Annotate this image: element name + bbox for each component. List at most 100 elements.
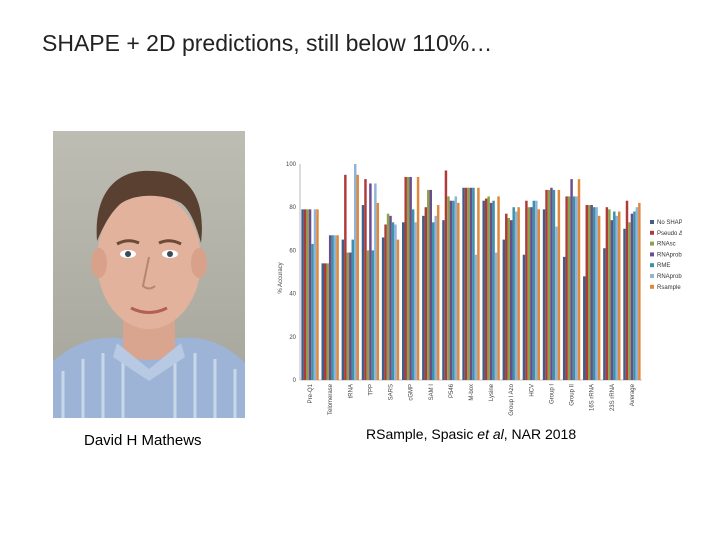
bar bbox=[424, 207, 428, 380]
bar bbox=[615, 215, 619, 380]
bar bbox=[472, 187, 475, 380]
x-tick-label: SARS bbox=[389, 384, 395, 400]
bar bbox=[577, 179, 581, 380]
bar bbox=[565, 196, 568, 380]
legend-label: Rsample bbox=[657, 285, 681, 291]
bar bbox=[449, 200, 453, 380]
bar bbox=[336, 235, 339, 380]
photo-caption: David H Mathews bbox=[84, 432, 202, 449]
y-tick-label: 0 bbox=[293, 378, 297, 384]
bar bbox=[391, 222, 395, 380]
bar bbox=[489, 202, 493, 380]
x-tick-label: Group II bbox=[570, 384, 576, 406]
bar bbox=[351, 239, 355, 380]
x-tick-label: tRNA bbox=[348, 384, 354, 398]
bar bbox=[509, 220, 513, 380]
x-tick-label: Average bbox=[630, 383, 636, 406]
bar bbox=[303, 209, 307, 380]
bar bbox=[557, 189, 561, 380]
y-tick-label: 20 bbox=[289, 335, 296, 341]
bar bbox=[618, 211, 621, 380]
bar bbox=[502, 239, 506, 380]
bar bbox=[414, 222, 417, 380]
bar bbox=[638, 202, 641, 380]
legend-label: RNAsc bbox=[657, 242, 676, 248]
bar bbox=[482, 200, 485, 380]
bar bbox=[623, 228, 626, 380]
bar bbox=[625, 200, 629, 380]
bar bbox=[608, 209, 611, 380]
y-tick-label: 60 bbox=[289, 248, 296, 254]
bar bbox=[462, 187, 465, 380]
bar bbox=[384, 224, 387, 380]
bar bbox=[422, 215, 425, 380]
bar bbox=[530, 207, 533, 380]
bar bbox=[532, 200, 536, 380]
x-tick-label: HCV bbox=[529, 384, 535, 397]
portrait-photo bbox=[53, 131, 245, 418]
bar bbox=[429, 189, 433, 380]
slide-title: SHAPE + 2D predictions, still below 110%… bbox=[42, 30, 493, 56]
bar bbox=[555, 226, 558, 380]
accuracy-bar-chart: 0 20 40 60 80 100 Pre-Q1 Telomerase tRNA TPP SARS c… bbox=[278, 162, 682, 416]
bar bbox=[635, 207, 639, 380]
bar bbox=[452, 200, 455, 380]
bar bbox=[316, 209, 319, 380]
bar bbox=[301, 209, 304, 380]
bar bbox=[386, 213, 390, 380]
bar bbox=[321, 263, 324, 380]
citation-suffix: , NAR 2018 bbox=[503, 426, 577, 442]
bar bbox=[550, 187, 553, 380]
x-tick-label: Group I bbox=[549, 384, 555, 404]
bar bbox=[406, 176, 410, 380]
bar bbox=[552, 189, 556, 380]
bar bbox=[492, 200, 495, 380]
x-tick-label: 16S rRNA bbox=[590, 384, 596, 411]
bar bbox=[610, 220, 614, 380]
bar bbox=[547, 189, 551, 380]
y-tick-label: 80 bbox=[289, 205, 296, 211]
bar bbox=[326, 263, 329, 380]
bar bbox=[494, 252, 498, 380]
bar bbox=[444, 170, 448, 380]
bar bbox=[396, 239, 400, 380]
x-tick-label: M-box bbox=[469, 384, 475, 401]
x-tick-label: P546 bbox=[449, 383, 455, 398]
bar bbox=[369, 183, 372, 380]
bar bbox=[527, 207, 531, 380]
x-tick-label: 23S rRNA bbox=[610, 384, 616, 411]
bar bbox=[525, 200, 528, 380]
bar bbox=[328, 235, 332, 380]
bar bbox=[628, 222, 631, 380]
bar bbox=[313, 209, 317, 380]
bar bbox=[381, 237, 385, 380]
bar bbox=[447, 196, 450, 380]
bar bbox=[592, 207, 596, 380]
bar bbox=[361, 205, 365, 380]
bar bbox=[404, 176, 407, 380]
bar bbox=[542, 209, 546, 380]
bar bbox=[630, 213, 634, 380]
legend-label: RNAprobing bbox=[657, 252, 682, 258]
bar bbox=[522, 254, 526, 380]
bar bbox=[567, 196, 571, 380]
bar bbox=[401, 222, 405, 380]
y-axis-label: % Accuracy bbox=[278, 262, 284, 293]
bar bbox=[514, 211, 518, 380]
x-tick-label: cGMP bbox=[409, 384, 415, 401]
bar bbox=[545, 189, 548, 380]
bar bbox=[505, 213, 508, 380]
y-tick-label: 100 bbox=[286, 162, 297, 168]
chart-legend: No SHAPE Pseudo ΔG RNAsc RNAprobing RME RNApr… bbox=[650, 220, 682, 291]
legend-swatch bbox=[650, 241, 654, 246]
legend-label: RME bbox=[657, 263, 670, 269]
bar bbox=[411, 209, 415, 380]
bar bbox=[436, 205, 440, 380]
x-tick-label: TPP bbox=[368, 384, 374, 396]
legend-swatch bbox=[650, 252, 654, 257]
bar bbox=[587, 205, 591, 380]
bar bbox=[595, 207, 598, 380]
citation: RSample, Spasic et al, NAR 2018 bbox=[366, 426, 576, 442]
bar bbox=[346, 252, 350, 380]
bar bbox=[308, 209, 312, 380]
